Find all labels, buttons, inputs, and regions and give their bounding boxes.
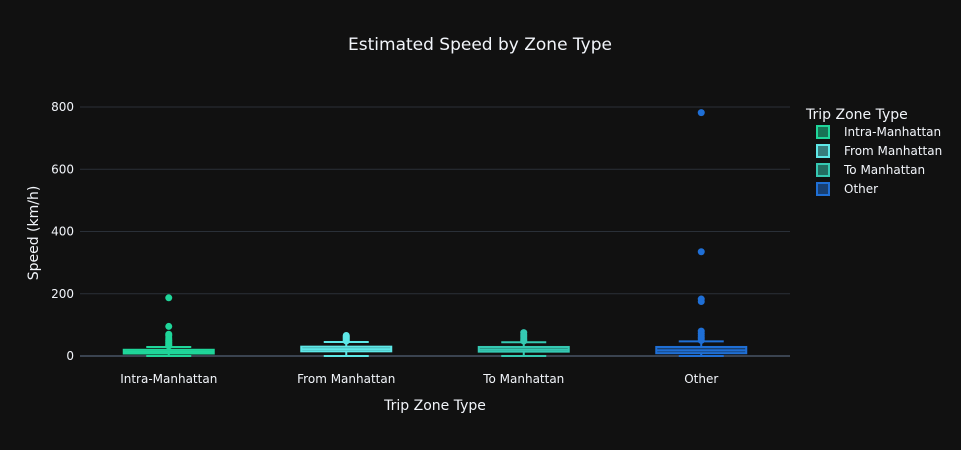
box-other[interactable] bbox=[655, 109, 748, 357]
outlier-point[interactable] bbox=[697, 327, 705, 335]
legend-swatch bbox=[816, 163, 830, 177]
x-axis-ticks: Intra-Manhattan From Manhattan To Manhatta… bbox=[120, 372, 718, 386]
grid-lines bbox=[80, 106, 790, 357]
legend-item[interactable]: To Manhattan bbox=[816, 163, 925, 177]
x-axis-label: Trip Zone Type bbox=[383, 398, 486, 414]
legend-label: Other bbox=[844, 182, 878, 196]
outlier-point[interactable] bbox=[697, 109, 705, 117]
legend-label: To Manhattan bbox=[843, 163, 925, 177]
y-tick-label: 800 bbox=[51, 100, 74, 114]
box-from-manhattan[interactable] bbox=[300, 331, 393, 357]
box-to-manhattan[interactable] bbox=[477, 329, 570, 357]
legend-swatch bbox=[816, 182, 830, 196]
boxes[interactable] bbox=[122, 109, 748, 357]
y-axis-label: Speed (km/h) bbox=[26, 186, 42, 281]
legend-label: Intra-Manhattan bbox=[844, 125, 941, 139]
y-tick-label: 600 bbox=[51, 162, 74, 176]
outlier-point[interactable] bbox=[697, 248, 705, 256]
legend-label: From Manhattan bbox=[844, 144, 942, 158]
outlier-point[interactable] bbox=[165, 330, 173, 338]
legend-swatch bbox=[816, 144, 830, 158]
outlier-point[interactable] bbox=[342, 331, 350, 339]
legend-item[interactable]: Intra-Manhattan bbox=[816, 125, 941, 139]
legend-item[interactable]: From Manhattan bbox=[816, 144, 942, 158]
x-tick-label: Other bbox=[684, 372, 718, 386]
x-tick-label: Intra-Manhattan bbox=[120, 372, 217, 386]
y-tick-label: 0 bbox=[66, 349, 74, 363]
outlier-point[interactable] bbox=[697, 295, 705, 303]
y-tick-label: 200 bbox=[51, 287, 74, 301]
y-tick-label: 400 bbox=[51, 225, 74, 239]
x-tick-label: From Manhattan bbox=[297, 372, 395, 386]
legend-swatch bbox=[816, 125, 830, 139]
legend-title: Trip Zone Type bbox=[805, 107, 908, 123]
outlier-point[interactable] bbox=[520, 329, 528, 337]
chart-title: Estimated Speed by Zone Type bbox=[348, 35, 612, 55]
x-tick-label: To Manhattan bbox=[482, 372, 564, 386]
outlier-point[interactable] bbox=[165, 322, 173, 330]
box-intra-manhattan[interactable] bbox=[122, 294, 215, 357]
y-axis-ticks: 0 200 400 600 800 bbox=[51, 100, 74, 363]
legend[interactable]: Trip Zone Type Intra-Manhattan From Manha… bbox=[805, 107, 942, 196]
legend-item[interactable]: Other bbox=[816, 182, 878, 196]
outlier-point[interactable] bbox=[165, 294, 173, 302]
